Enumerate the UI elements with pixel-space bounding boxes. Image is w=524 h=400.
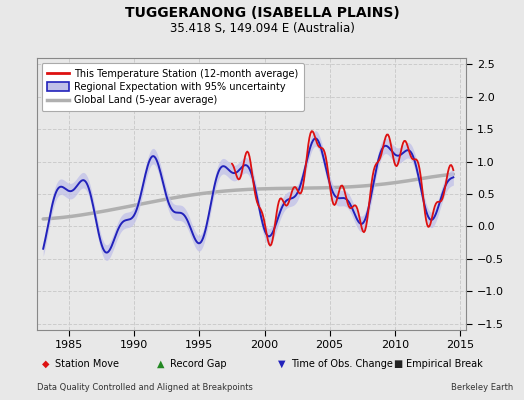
Text: Station Move: Station Move [55, 359, 119, 369]
Text: ▼: ▼ [278, 359, 285, 369]
Text: ◆: ◆ [42, 359, 49, 369]
Text: Record Gap: Record Gap [170, 359, 227, 369]
Legend: This Temperature Station (12-month average), Regional Expectation with 95% uncer: This Temperature Station (12-month avera… [41, 63, 304, 111]
Y-axis label: Temperature Anomaly (°C): Temperature Anomaly (°C) [523, 120, 524, 268]
Text: 35.418 S, 149.094 E (Australia): 35.418 S, 149.094 E (Australia) [170, 22, 354, 35]
Text: TUGGERANONG (ISABELLA PLAINS): TUGGERANONG (ISABELLA PLAINS) [125, 6, 399, 20]
Text: ▲: ▲ [157, 359, 165, 369]
Text: Time of Obs. Change: Time of Obs. Change [291, 359, 392, 369]
Text: Data Quality Controlled and Aligned at Breakpoints: Data Quality Controlled and Aligned at B… [37, 383, 253, 392]
Text: Empirical Break: Empirical Break [406, 359, 483, 369]
Text: ■: ■ [393, 359, 402, 369]
Text: Berkeley Earth: Berkeley Earth [451, 383, 514, 392]
